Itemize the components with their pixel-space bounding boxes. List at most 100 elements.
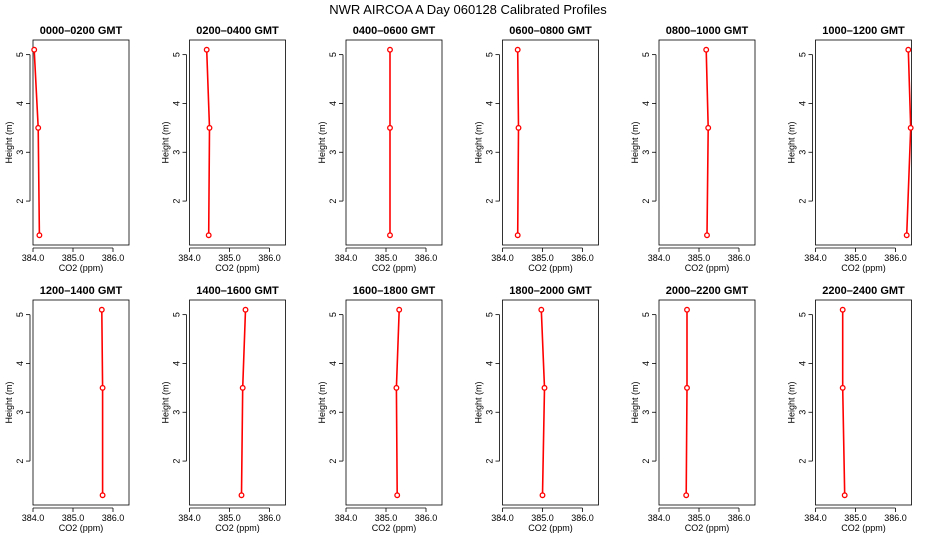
plot-frame [32, 299, 130, 506]
y-axis-label: Height (m) [630, 381, 640, 423]
profile-line [395, 309, 400, 496]
y-tick-label: 4 [485, 101, 495, 106]
plot-frame [189, 39, 286, 246]
x-tick-label: 384.0 [178, 513, 201, 523]
plot-frame [502, 299, 599, 506]
x-tick-label: 385.0 [375, 253, 398, 263]
x-tick-label: 386.0 [884, 253, 907, 263]
y-tick-label: 2 [172, 459, 182, 464]
y-tick-label: 5 [485, 52, 495, 57]
x-tick-label: 386.0 [415, 513, 438, 523]
y-tick-label: 3 [798, 150, 808, 155]
x-axis-label: CO2 (ppm) [685, 263, 730, 273]
panel-title: 1000–1200 GMT [822, 25, 905, 37]
x-tick-label: 385.0 [531, 513, 554, 523]
y-axis-label: Height (m) [4, 381, 14, 423]
x-tick-label: 386.0 [415, 253, 438, 263]
profile-line [240, 309, 247, 496]
profile-point [393, 384, 400, 391]
profile-point [387, 232, 393, 239]
x-axis-label: CO2 (ppm) [685, 523, 730, 533]
y-tick-label: 2 [15, 459, 25, 464]
y-tick-label: 4 [328, 101, 338, 106]
profile-point [99, 384, 106, 391]
profile-point [515, 124, 522, 131]
profile-point [205, 232, 212, 239]
y-tick-label: 4 [798, 361, 808, 366]
x-tick-label: 384.0 [648, 513, 671, 523]
y-tick-label: 5 [485, 312, 495, 317]
x-tick-label: 384.0 [335, 513, 358, 523]
panel-title: 1400–1600 GMT [196, 285, 279, 297]
y-axis-label: Height (m) [787, 121, 797, 163]
x-tick-label: 384.0 [491, 253, 514, 263]
y-tick-label: 4 [798, 101, 808, 106]
profile-point [704, 232, 710, 239]
x-tick-label: 385.0 [218, 253, 241, 263]
profile-point [31, 46, 38, 53]
x-tick-label: 386.0 [258, 253, 281, 263]
profile-point [705, 124, 712, 131]
x-tick-label: 384.0 [22, 513, 45, 523]
x-tick-label: 385.0 [531, 253, 554, 263]
profile-line [685, 309, 688, 496]
y-axis-label: Height (m) [4, 121, 14, 163]
profile-point [203, 46, 210, 53]
profile-point [514, 232, 521, 239]
x-tick-label: 384.0 [491, 513, 514, 523]
plot-frame [658, 39, 756, 246]
panel-title: 1800–2000 GMT [509, 285, 592, 297]
profile-line [33, 49, 41, 236]
x-axis-label: CO2 (ppm) [215, 263, 260, 273]
y-axis-label: Height (m) [474, 121, 484, 163]
y-axis-label: Height (m) [317, 121, 327, 163]
plot-frame [658, 299, 756, 506]
y-tick-label: 4 [15, 361, 25, 366]
y-tick-label: 5 [15, 52, 25, 57]
profile-line [905, 49, 912, 236]
profile-point [539, 492, 546, 499]
y-tick-label: 3 [328, 150, 338, 155]
x-tick-label: 385.0 [844, 513, 867, 523]
y-tick-label: 5 [798, 312, 808, 317]
plot-frame [502, 39, 599, 246]
x-tick-label: 386.0 [102, 513, 125, 523]
y-tick-label: 5 [328, 52, 338, 57]
profile-point [98, 306, 105, 313]
y-tick-label: 5 [15, 312, 25, 317]
x-tick-label: 384.0 [22, 253, 45, 263]
main-title: NWR AIRCOA A Day 060128 Calibrated Profi… [329, 2, 607, 17]
panel-title: 0800–1000 GMT [666, 25, 749, 37]
y-tick-label: 4 [485, 361, 495, 366]
y-tick-label: 3 [172, 150, 182, 155]
plot-frame [32, 39, 130, 246]
plot-frame [815, 299, 912, 506]
y-tick-label: 4 [641, 361, 651, 366]
x-tick-label: 386.0 [728, 513, 751, 523]
profile-point [907, 124, 914, 131]
y-tick-label: 5 [172, 312, 182, 317]
plot-frame [345, 39, 443, 246]
x-axis-label: CO2 (ppm) [841, 263, 886, 273]
panel-title: 2000–2200 GMT [666, 285, 749, 297]
x-axis-label: CO2 (ppm) [215, 523, 260, 533]
profile-point [238, 492, 245, 499]
y-tick-label: 3 [485, 150, 495, 155]
y-tick-label: 5 [172, 52, 182, 57]
plot-frame [189, 299, 286, 506]
x-tick-label: 385.0 [62, 513, 85, 523]
x-axis-label: CO2 (ppm) [841, 523, 886, 533]
y-axis-label: Height (m) [630, 121, 640, 163]
x-axis-label: CO2 (ppm) [59, 263, 104, 273]
y-tick-label: 2 [641, 459, 651, 464]
y-tick-label: 5 [328, 312, 338, 317]
y-tick-label: 2 [641, 199, 651, 204]
profile-point [396, 306, 403, 313]
x-tick-label: 385.0 [375, 513, 398, 523]
